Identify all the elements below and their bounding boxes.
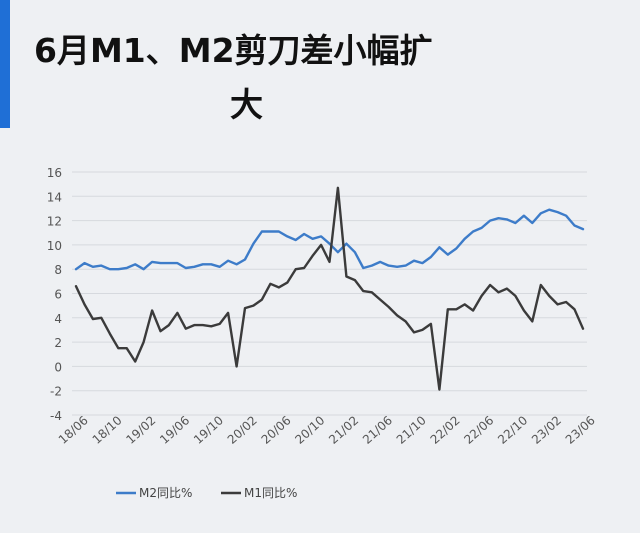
legend-label: M1同比% <box>244 486 297 500</box>
x-tick-label: 18/10 <box>90 413 125 447</box>
y-tick-label: 2 <box>54 336 62 350</box>
x-tick-label: 19/10 <box>191 413 226 447</box>
x-tick-label: 21/06 <box>360 413 395 447</box>
x-tick-label: 23/02 <box>529 413 564 447</box>
y-tick-label: 8 <box>54 263 62 277</box>
x-tick-label: 19/06 <box>157 413 192 447</box>
x-tick-label: 22/10 <box>495 413 530 447</box>
accent-bar <box>0 0 10 128</box>
x-tick-label: 20/02 <box>225 413 260 447</box>
m2-series-line <box>74 208 585 271</box>
x-tick-label: 22/06 <box>461 413 496 447</box>
legend-label: M2同比% <box>139 486 192 500</box>
x-tick-label: 23/06 <box>563 413 598 447</box>
x-tick-label: 21/10 <box>394 413 429 447</box>
y-tick-label: -2 <box>50 385 62 399</box>
legend-m2: M2同比% <box>116 486 192 500</box>
x-tick-label: 20/06 <box>259 413 294 447</box>
y-tick-label: 16 <box>47 166 62 180</box>
chart-area: -4 -2 0 2 4 6 8 10 12 14 16 18/06 18/10 19/02 19/06 19/… <box>0 150 640 529</box>
y-tick-label: 6 <box>54 288 62 302</box>
x-tick-label: 21/02 <box>326 413 361 447</box>
y-tick-label: 12 <box>47 215 62 229</box>
y-tick-label: 0 <box>54 360 62 374</box>
x-tick-label: 22/02 <box>428 413 463 447</box>
y-tick-label: 14 <box>47 190 62 204</box>
line-chart: -4-2024681012141618/0618/1019/0219/0619/… <box>47 166 598 500</box>
y-tick-label: -4 <box>50 409 62 423</box>
title-line-2: 大 <box>230 85 263 124</box>
chart-title: 6月M1、M2剪刀差小幅扩 大 <box>34 24 534 132</box>
x-tick-label: 19/02 <box>123 413 158 447</box>
y-tick-label: 10 <box>47 239 62 253</box>
y-tick-label: 4 <box>54 312 62 326</box>
title-line-1: 6月M1、M2剪刀差小幅扩 <box>34 31 433 70</box>
legend-m1: M1同比% <box>221 486 297 500</box>
m1-series-line <box>74 186 585 391</box>
x-tick-label: 20/10 <box>292 413 327 447</box>
